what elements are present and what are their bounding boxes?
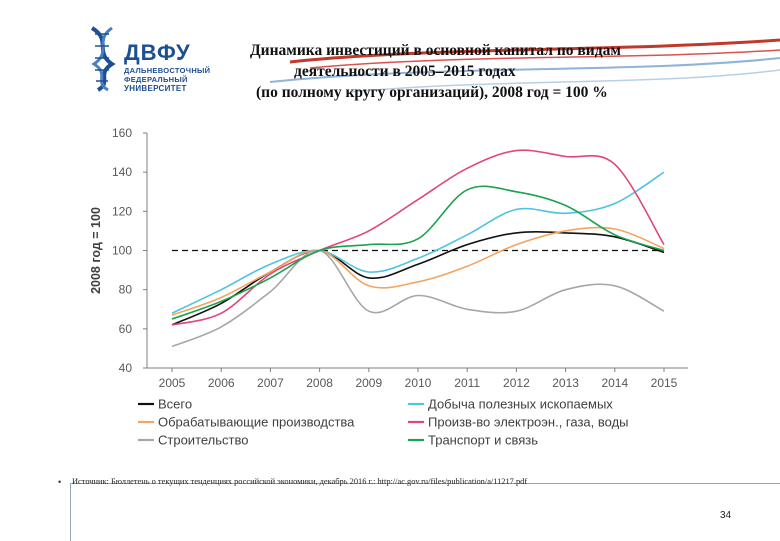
logo-line-3: УНИВЕРСИТЕТ (124, 84, 187, 93)
chart-axes: 40 60 80 100 120 140 160 2005 2006 2007 2008 2009 20… (89, 126, 688, 390)
legend-label: Строительство (158, 433, 248, 448)
series-line-2 (171, 171, 665, 314)
title-line-1: Динамика инвестиций в основной капитал п… (250, 42, 621, 59)
x-tick-label: 2011 (454, 376, 480, 390)
legend-label: Всего (158, 397, 192, 412)
decorative-ribbon (269, 38, 780, 93)
y-tick-label: 100 (112, 244, 132, 258)
logo-name: ДВФУ (124, 40, 191, 65)
series-line-1 (171, 231, 665, 326)
y-tick-label: 40 (119, 361, 133, 375)
legend-label: Добыча полезных ископаемых (428, 397, 613, 412)
y-tick-label: 160 (112, 126, 132, 140)
x-tick-label: 2005 (159, 376, 186, 390)
title-line-2: деятельности в 2005–2015 годах (294, 63, 516, 80)
x-tick-label: 2007 (257, 376, 284, 390)
x-tick-label: 2006 (208, 376, 235, 390)
x-tick-label: 2014 (601, 376, 628, 390)
page-number: 34 (720, 510, 732, 521)
y-tick-label: 60 (119, 322, 133, 336)
y-axis-label: 2008 год = 100 (89, 207, 103, 294)
x-tick-label: 2013 (552, 376, 579, 390)
footer-frame (70, 483, 780, 541)
legend-label: Транспорт и связь (428, 433, 538, 448)
y-tick-label: 80 (119, 283, 133, 297)
x-tick-label: 2012 (503, 376, 530, 390)
x-tick-label: 2009 (355, 376, 382, 390)
source-bullet: • (58, 477, 62, 487)
investment-line-chart: 40 60 80 100 120 140 160 2005 2006 2007 2008 2009 20… (89, 126, 688, 448)
series-group (171, 149, 665, 348)
slide-title: Динамика инвестиций в основной капитал п… (240, 40, 700, 103)
series-line-6 (171, 185, 665, 320)
y-tick-label: 140 (112, 165, 132, 179)
source-note: Источник: Бюллетень о текущих тенденциях… (72, 477, 528, 486)
chart-legend: Всего Добыча полезных ископаемых Обрабатыв… (138, 397, 629, 448)
series-line-3 (171, 226, 665, 316)
dna-helix-icon (90, 26, 116, 92)
x-tick-label: 2010 (405, 376, 432, 390)
legend-label: Обрабатывающие производства (158, 415, 355, 430)
series-line-4 (171, 149, 665, 326)
legend-label: Произв-во электроэн., газа, воды (428, 415, 629, 430)
university-logo: ДВФУ ДАЛЬНЕВОСТОЧНЫЙ ФЕДЕРАЛЬНЫЙ УНИВЕРС… (86, 22, 216, 94)
logo-line-2: ФЕДЕРАЛЬНЫЙ (124, 75, 188, 84)
y-tick-label: 120 (112, 204, 132, 218)
logo-line-1: ДАЛЬНЕВОСТОЧНЫЙ (124, 66, 211, 75)
series-line-5 (171, 249, 665, 348)
x-tick-label: 2008 (306, 376, 333, 390)
x-tick-label: 2015 (651, 376, 678, 390)
title-line-3: (по полному кругу организаций), 2008 год… (256, 84, 608, 101)
